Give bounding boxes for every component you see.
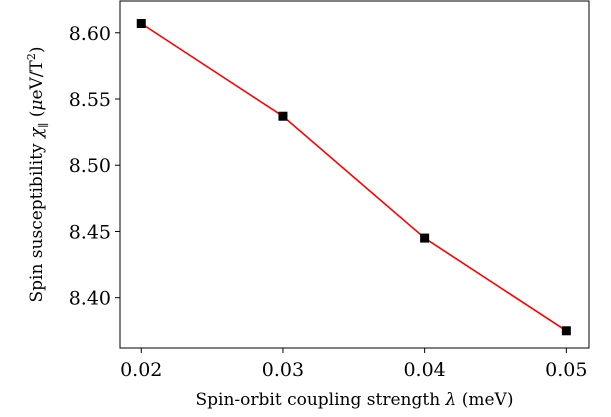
y-axis-label-superscript: 2	[25, 53, 38, 60]
y-tick-label: 8.40	[69, 288, 111, 310]
x-axis-label-prefix: Spin-orbit coupling strength	[196, 390, 446, 410]
y-axis-label-units-mid: eV/T	[27, 59, 47, 99]
y-axis-label-units-close: )	[27, 46, 47, 53]
y-axis-label: Spin susceptibility χ∥ (μeV/T2)	[25, 46, 50, 302]
plot-area	[136, 19, 571, 336]
data-point-marker	[420, 233, 430, 243]
x-axis-label-suffix: (meV)	[456, 390, 513, 410]
x-axis-label: Spin-orbit coupling strength λ (meV)	[196, 390, 514, 410]
y-tick-label: 8.60	[69, 23, 111, 45]
tick-layer: 0.02 0.03 0.04 0.05 8.40 8.45 8.50 8.55 8.60	[69, 23, 588, 381]
series-line-segment	[140, 22, 284, 118]
y-axis-label-units-open: (	[27, 111, 47, 123]
data-point-marker	[561, 326, 571, 336]
x-tick-label: 0.03	[262, 359, 304, 381]
x-tick-label: 0.02	[120, 359, 162, 381]
y-tick-label: 8.55	[69, 89, 111, 111]
data-point-marker	[278, 111, 288, 121]
data-point-marker	[136, 19, 146, 29]
x-tick-label: 0.05	[545, 359, 587, 381]
y-axis-label-symbol: χ	[27, 126, 47, 139]
series-line-segment	[282, 115, 426, 239]
plot-frame	[119, 0, 590, 349]
y-axis-label-mu: μ	[27, 100, 47, 111]
x-tick-label: 0.04	[403, 359, 445, 381]
y-tick-label: 8.50	[69, 155, 111, 177]
series-line-segment	[423, 237, 568, 332]
y-axis-label-prefix: Spin susceptibility	[27, 138, 47, 302]
y-tick-label: 8.45	[69, 221, 111, 243]
y-axis-label-subscript: ∥	[37, 123, 50, 128]
x-axis-label-symbol: λ	[445, 390, 457, 410]
